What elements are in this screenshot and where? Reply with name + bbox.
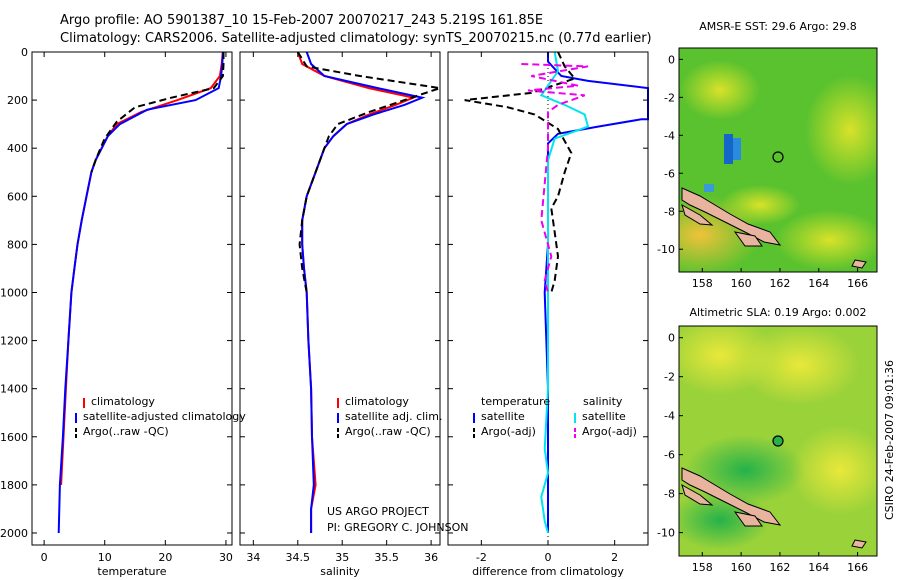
series-line-satellite-adj-clim [301, 51, 426, 533]
sst-map-title: AMSR-E SST: 29.6 Argo: 29.8 [699, 20, 857, 33]
y-tick-label: 200 [7, 94, 28, 107]
argo-float-marker [772, 151, 784, 163]
legend-temp-satellite: satellite [481, 410, 525, 423]
map-y-tick-label: -6 [664, 449, 675, 462]
sst-map-frame [678, 47, 878, 273]
map-y-tick-label: -4 [664, 410, 675, 423]
x-tick-label: 35 [335, 551, 349, 564]
y-tick-label: 400 [7, 142, 28, 155]
x-axis-label: difference from climatology [472, 565, 624, 578]
figure-title-line2: Climatology: CARS2006. Satellite-adjuste… [60, 31, 652, 46]
series-line-satellite-adjusted-climatology [57, 51, 224, 534]
series-line-salinity-satellite [539, 51, 590, 534]
x-tick-label: -2 [476, 551, 487, 564]
sla-map-panel: Altimetric SLA: 0.19 Argo: 0.002 158 160 1… [657, 306, 878, 574]
figure-title-line1: Argo profile: AO 5901387_10 15-Feb-2007 … [60, 13, 543, 28]
sla-heatmap [679, 326, 877, 556]
map-x-tick-label: 164 [808, 561, 829, 574]
series-line-climatology [296, 51, 417, 533]
x-tick-label: 30 [219, 551, 233, 564]
x-axis-label: temperature [97, 565, 166, 578]
salinity-profile-panel: 34 34.5 35 35.5 36 salinity [239, 51, 441, 578]
legend-salinity-title: salinity [583, 395, 623, 408]
legend-sal-argo: Argo(-adj) [582, 425, 637, 438]
x-tick-label: 0 [545, 551, 552, 564]
legend-climatology: climatology [91, 395, 155, 408]
y-tick-label: 1600 [0, 431, 28, 444]
y-tick-label: 800 [7, 238, 28, 251]
map-x-tick-label: 166 [847, 277, 868, 290]
map-y-tick-label: -10 [657, 243, 675, 256]
legend-argo: Argo(..raw -QC) [83, 425, 169, 438]
sla-map-title: Altimetric SLA: 0.19 Argo: 0.002 [689, 306, 866, 319]
legend-temp-argo: Argo(-adj) [481, 425, 536, 438]
x-tick-label: 10 [98, 551, 112, 564]
map-x-tick-label: 162 [769, 277, 790, 290]
x-tick-label: 34.5 [286, 551, 311, 564]
plot-frame [31, 51, 233, 546]
x-tick-label: 34 [246, 551, 260, 564]
series-line-argo-raw-qc [90, 52, 225, 173]
map-y-tick-label: -10 [657, 527, 675, 540]
sst-map-axes: 158 160 162 164 166 0 -2 -4 -6 -8 -10 [657, 53, 868, 290]
map-y-tick-label: -4 [664, 129, 675, 142]
x-tick-label: 0 [41, 551, 48, 564]
x-axis-label: salinity [320, 565, 360, 578]
y-tick-label: 0 [21, 46, 28, 59]
y-tick-label: 1000 [0, 286, 28, 299]
plot-frame [239, 51, 441, 546]
y-tick-label: 1400 [0, 383, 28, 396]
map-x-tick-label: 164 [808, 277, 829, 290]
map-x-tick-label: 160 [731, 561, 752, 574]
map-y-tick-label: -2 [664, 371, 675, 384]
legend-temperature-title: temperature [481, 395, 550, 408]
x-tick-label: 36 [424, 551, 438, 564]
temperature-profile-panel: 0 10 20 30 0 200 400 600 800 1000 1200 1400 1600 1800… [0, 46, 233, 578]
map-y-tick-label: 0 [668, 53, 675, 66]
timestamp-label: CSIRO 24-Feb-2007 09:01:36 [883, 360, 896, 520]
map-y-tick-label: -6 [664, 167, 675, 180]
difference-legend: temperature salinity satellite Argo(-adj… [473, 395, 637, 438]
map-y-tick-label: -8 [664, 205, 675, 218]
map-x-tick-label: 166 [847, 561, 868, 574]
series-line-temperature-satellite [543, 52, 649, 533]
map-y-tick-label: 0 [668, 332, 675, 345]
y-tick-label: 1800 [0, 479, 28, 492]
argo-float-marker [772, 435, 784, 447]
map-y-tick-label: -8 [664, 488, 675, 501]
sst-map-panel: AMSR-E SST: 29.6 Argo: 29.8 158 160 162 164… [657, 20, 878, 290]
map-x-tick-label: 158 [692, 277, 713, 290]
y-tick-label: 600 [7, 190, 28, 203]
x-tick-label: 2 [611, 551, 618, 564]
legend-satellite-adjusted: satellite-adjusted climatology [83, 410, 246, 423]
legend-satellite-adjusted: satellite adj. clim. [345, 410, 442, 423]
map-x-tick-label: 162 [769, 561, 790, 574]
x-tick-label: 20 [158, 551, 172, 564]
sla-map-axes: 158 160 162 164 166 0 -2 -4 -6 -8 -10 [657, 332, 868, 574]
sst-heatmap [679, 48, 877, 272]
legend-sal-satellite: satellite [582, 410, 626, 423]
y-tick-label: 2000 [0, 527, 28, 540]
sla-map-frame [678, 325, 878, 557]
map-x-tick-label: 158 [692, 561, 713, 574]
series-line-temperature-argo-adj [464, 51, 577, 293]
series-line-argo-raw-qc [296, 51, 441, 293]
legend-argo: Argo(..raw -QC) [345, 425, 431, 438]
x-tick-label: 35.5 [374, 551, 399, 564]
map-y-tick-label: -2 [664, 91, 675, 104]
temperature-legend: climatology satellite-adjusted climatolo… [75, 395, 246, 438]
y-tick-label: 1200 [0, 335, 28, 348]
pi-label: PI: GREGORY C. JOHNSON [327, 521, 468, 534]
map-x-tick-label: 160 [731, 277, 752, 290]
salinity-legend: climatology satellite adj. clim. Argo(..… [337, 395, 442, 438]
legend-climatology: climatology [345, 395, 409, 408]
series-line-salinity-argo-adj [521, 63, 589, 293]
project-label: US ARGO PROJECT [327, 505, 429, 518]
